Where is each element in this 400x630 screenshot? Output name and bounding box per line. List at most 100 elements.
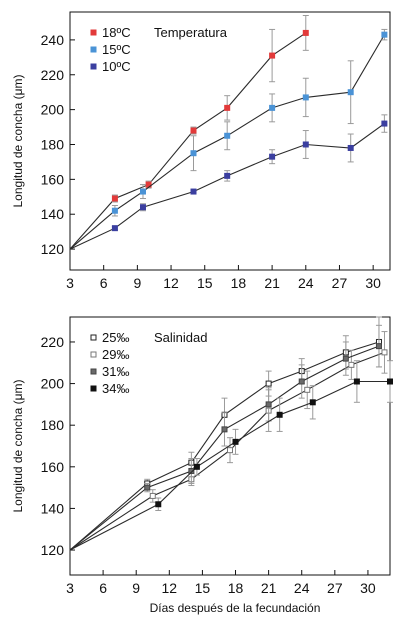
- data-point: [347, 144, 354, 151]
- x-tick-label: 6: [100, 275, 108, 291]
- legend-entry: 18ºC: [102, 25, 131, 40]
- x-tick-label: 12: [162, 580, 178, 596]
- y-tick-label: 220: [41, 67, 65, 83]
- data-point: [302, 29, 309, 36]
- data-point: [347, 89, 354, 96]
- y-tick-label: 180: [41, 136, 65, 152]
- data-point: [224, 172, 231, 179]
- x-tick-label: 3: [66, 275, 74, 291]
- series-line: [69, 341, 380, 551]
- y-tick-label: 140: [41, 206, 65, 222]
- y-tick-label: 160: [41, 171, 65, 187]
- salinity-chart: 120 140 160 180 200 220 3 6 9 12 15 18 21 24 27 30 Longi…: [11, 316, 393, 596]
- x-tick-label: 30: [360, 580, 376, 596]
- data-point: [381, 31, 388, 38]
- data-point: [190, 150, 197, 157]
- data-point: [353, 378, 360, 385]
- x-tick-label: 9: [133, 275, 141, 291]
- x-tick-label: 21: [261, 580, 277, 596]
- legend-entry: 31‰: [102, 364, 129, 379]
- x-tick-label: 3: [66, 580, 74, 596]
- data-point: [302, 94, 309, 101]
- data-point: [381, 349, 388, 356]
- x-tick-label: 27: [327, 580, 343, 596]
- y-tick-label: 140: [41, 500, 65, 516]
- x-tick-label: 24: [294, 580, 310, 596]
- data-point: [375, 343, 382, 350]
- legend-marker: [90, 351, 97, 358]
- series-1: [69, 14, 309, 250]
- data-point: [144, 484, 151, 491]
- data-point: [342, 355, 349, 362]
- x-tick-label: 12: [163, 275, 179, 291]
- y-tick-label: 200: [41, 102, 65, 118]
- series-2: [69, 28, 388, 250]
- series-4: [69, 360, 393, 551]
- x-tick-label: 24: [298, 275, 314, 291]
- data-point: [227, 447, 233, 454]
- data-point: [155, 501, 162, 508]
- legend-marker: [90, 63, 97, 70]
- x-tick-label: 18: [228, 580, 244, 596]
- data-point: [302, 141, 309, 148]
- legend-entry: 15ºC: [102, 42, 131, 57]
- data-point: [111, 225, 118, 232]
- y-tick-label: 220: [41, 334, 65, 350]
- series-line: [69, 345, 380, 551]
- x-tick-label: 18: [231, 275, 247, 291]
- data-point: [224, 104, 231, 111]
- data-point: [221, 426, 228, 433]
- data-point: [265, 380, 272, 387]
- data-point: [276, 411, 283, 418]
- x-tick-label: 15: [195, 580, 211, 596]
- data-point: [265, 401, 272, 408]
- y-tick-label: 240: [41, 32, 65, 48]
- legend-marker: [90, 46, 97, 53]
- data-point: [188, 467, 195, 474]
- x-tick-label: 6: [99, 580, 107, 596]
- legend-marker: [90, 385, 97, 392]
- data-point: [304, 386, 311, 393]
- y-tick-label: 160: [41, 459, 65, 475]
- y-tick-label: 180: [41, 417, 65, 433]
- legend-marker: [90, 334, 97, 341]
- data-point: [269, 52, 276, 59]
- data-point: [232, 438, 239, 445]
- data-point: [139, 188, 146, 195]
- data-point: [224, 132, 231, 139]
- temperature-chart: 120 140 160 180 200 220 240 3 6 9 12 15 18 21 24 27 30 Lo…: [11, 11, 391, 291]
- data-point: [269, 104, 276, 111]
- x-tick-label: 30: [365, 275, 381, 291]
- data-point: [193, 463, 200, 470]
- plot-frame: [69, 11, 391, 271]
- data-point: [111, 195, 118, 202]
- legend-marker: [90, 368, 97, 375]
- y-tick-label: 120: [41, 241, 65, 257]
- series-line: [69, 380, 390, 551]
- data-point: [111, 207, 118, 214]
- legend-entry: 25‰: [102, 330, 129, 345]
- legend-entry: 34‰: [102, 381, 129, 396]
- data-point: [139, 204, 146, 211]
- data-point: [298, 378, 305, 385]
- x-tick-label: 27: [332, 275, 348, 291]
- x-tick-label: 9: [132, 580, 140, 596]
- legend-entry: 10ºC: [102, 59, 131, 74]
- series-2: [69, 331, 388, 551]
- data-point: [348, 361, 355, 368]
- data-point: [269, 153, 276, 160]
- x-tick-label: 21: [264, 275, 280, 291]
- data-point: [381, 120, 388, 127]
- data-point: [190, 188, 197, 195]
- data-point: [190, 127, 197, 134]
- series-3: [69, 114, 388, 250]
- x-tick-label: 15: [197, 275, 213, 291]
- y-axis-label: Longitud de concha (μm): [11, 380, 25, 513]
- series-line: [69, 351, 385, 551]
- plot-frame: [69, 316, 391, 576]
- y-tick-label: 200: [41, 376, 65, 392]
- y-axis-label: Longitud de concha (μm): [11, 75, 25, 208]
- x-axis-label: Días después de la fecundación: [150, 601, 321, 615]
- legend-title: Temperatura: [154, 25, 228, 40]
